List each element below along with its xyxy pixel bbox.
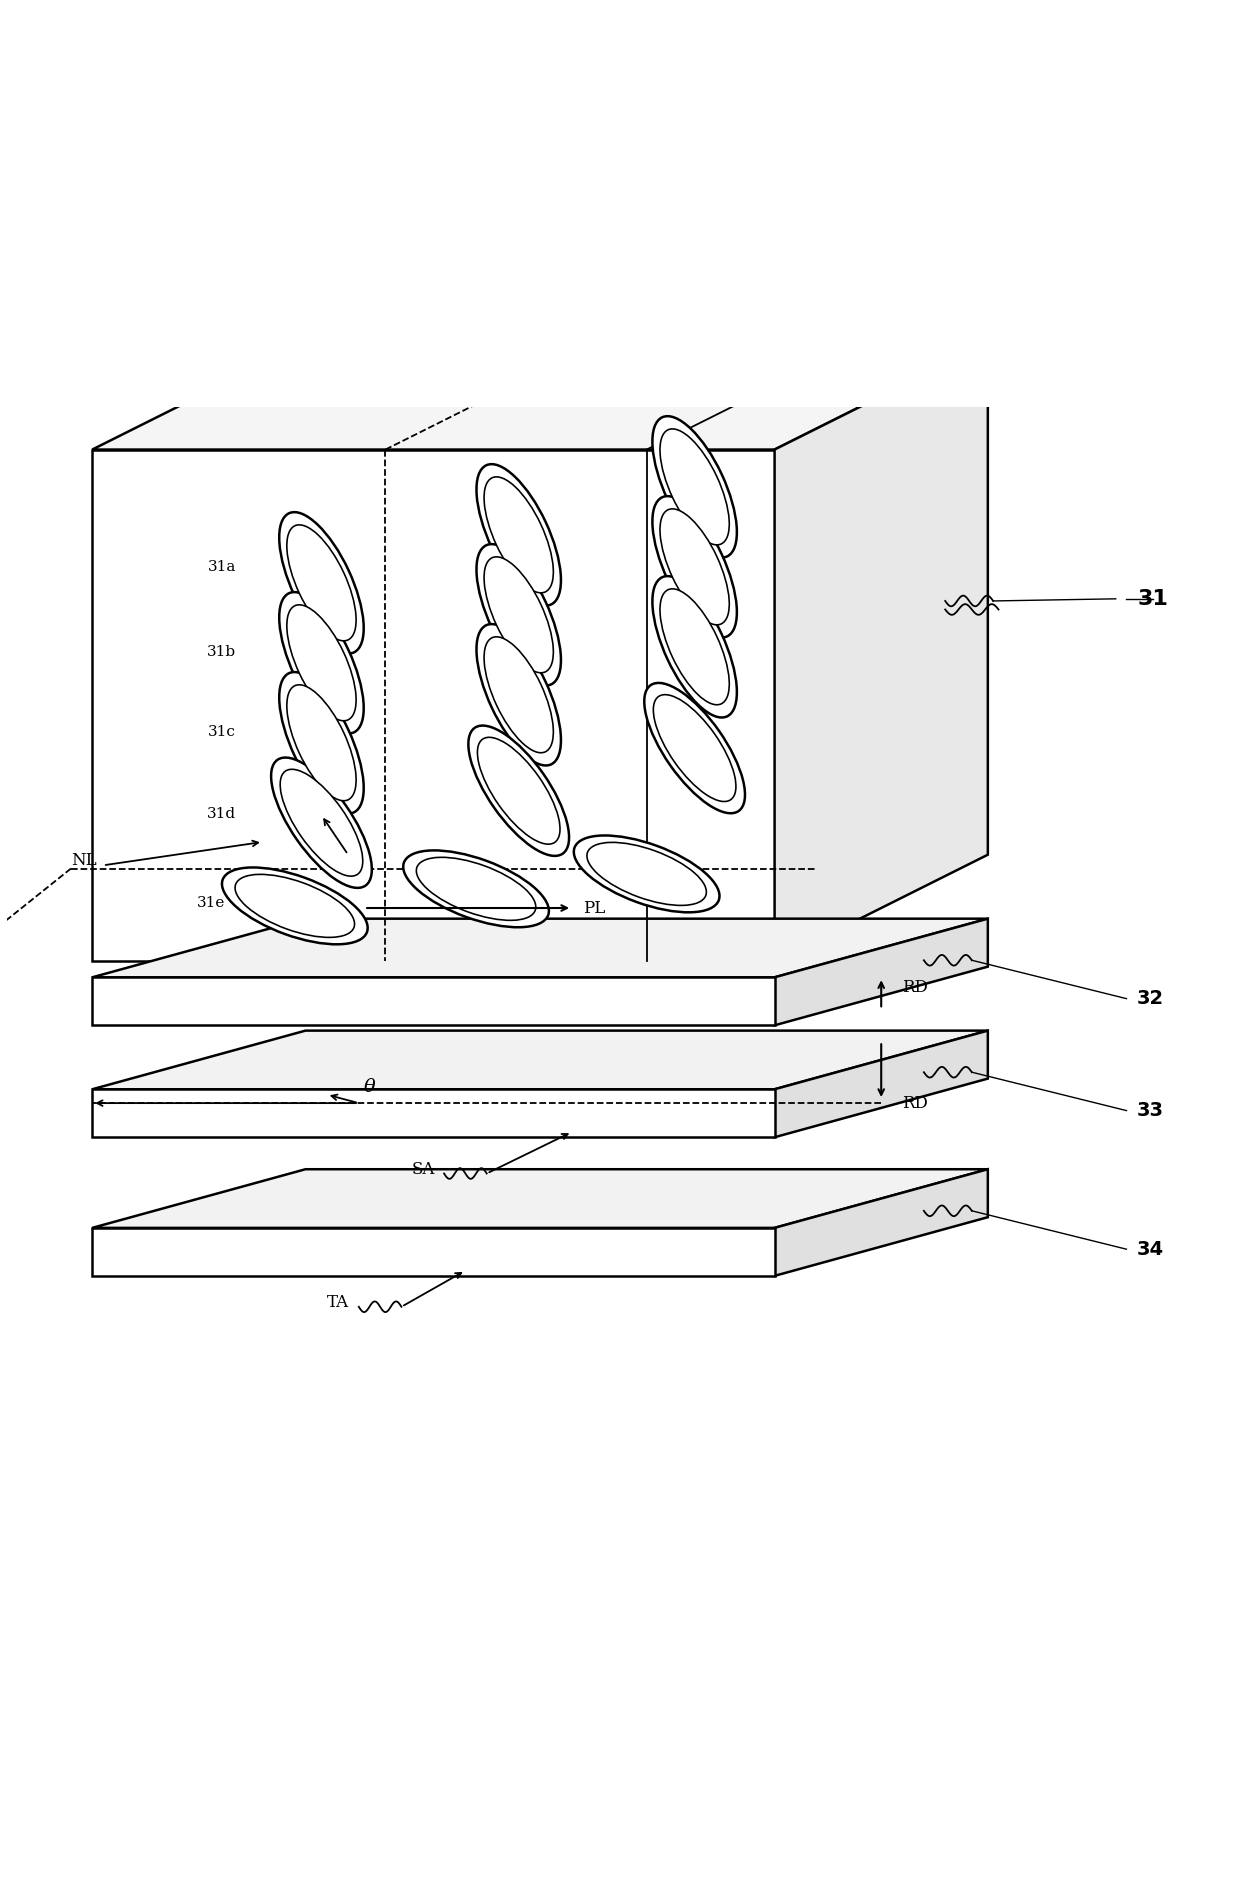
Text: 31: 31	[1137, 588, 1168, 609]
Ellipse shape	[477, 737, 560, 844]
Polygon shape	[775, 1169, 988, 1277]
Ellipse shape	[222, 867, 368, 944]
Polygon shape	[775, 919, 988, 1025]
Ellipse shape	[484, 478, 553, 592]
Ellipse shape	[652, 496, 737, 637]
Polygon shape	[92, 1169, 988, 1228]
Ellipse shape	[280, 769, 363, 876]
Polygon shape	[775, 1030, 988, 1137]
Text: 34: 34	[1137, 1239, 1164, 1260]
Ellipse shape	[574, 835, 719, 912]
Ellipse shape	[660, 509, 729, 624]
Ellipse shape	[652, 415, 737, 558]
Polygon shape	[92, 919, 988, 978]
Text: 31d: 31d	[207, 807, 236, 822]
Ellipse shape	[279, 671, 363, 814]
Text: SA: SA	[412, 1160, 435, 1177]
Ellipse shape	[476, 543, 560, 686]
Ellipse shape	[286, 525, 356, 641]
Ellipse shape	[236, 874, 355, 938]
Text: 32: 32	[1137, 989, 1164, 1008]
Ellipse shape	[645, 682, 745, 814]
Ellipse shape	[272, 758, 372, 887]
Text: 31c: 31c	[208, 726, 236, 739]
Polygon shape	[92, 1089, 775, 1137]
Ellipse shape	[403, 850, 549, 927]
Text: RD: RD	[903, 979, 929, 996]
Ellipse shape	[279, 511, 363, 654]
Polygon shape	[92, 1228, 775, 1277]
Polygon shape	[92, 449, 775, 961]
Ellipse shape	[484, 637, 553, 752]
Polygon shape	[92, 342, 988, 449]
Text: NL: NL	[71, 852, 97, 869]
Polygon shape	[92, 978, 775, 1025]
Ellipse shape	[653, 694, 735, 801]
Text: RD: RD	[903, 1094, 929, 1111]
Ellipse shape	[469, 726, 569, 855]
Text: 31a: 31a	[208, 560, 236, 573]
Text: TA: TA	[327, 1293, 348, 1310]
Ellipse shape	[417, 857, 536, 921]
Ellipse shape	[484, 556, 553, 673]
Ellipse shape	[660, 588, 729, 705]
Text: PL: PL	[583, 899, 605, 917]
Ellipse shape	[652, 575, 737, 718]
Text: 33: 33	[1137, 1102, 1164, 1120]
Polygon shape	[775, 342, 988, 961]
Ellipse shape	[286, 684, 356, 801]
Polygon shape	[92, 1030, 988, 1089]
Ellipse shape	[660, 429, 729, 545]
Ellipse shape	[476, 464, 560, 605]
Ellipse shape	[476, 624, 560, 765]
Ellipse shape	[587, 842, 707, 906]
Text: 31e: 31e	[197, 895, 226, 910]
Ellipse shape	[279, 592, 363, 733]
Text: 31b: 31b	[207, 645, 236, 660]
Text: θ: θ	[365, 1077, 376, 1096]
Ellipse shape	[286, 605, 356, 720]
